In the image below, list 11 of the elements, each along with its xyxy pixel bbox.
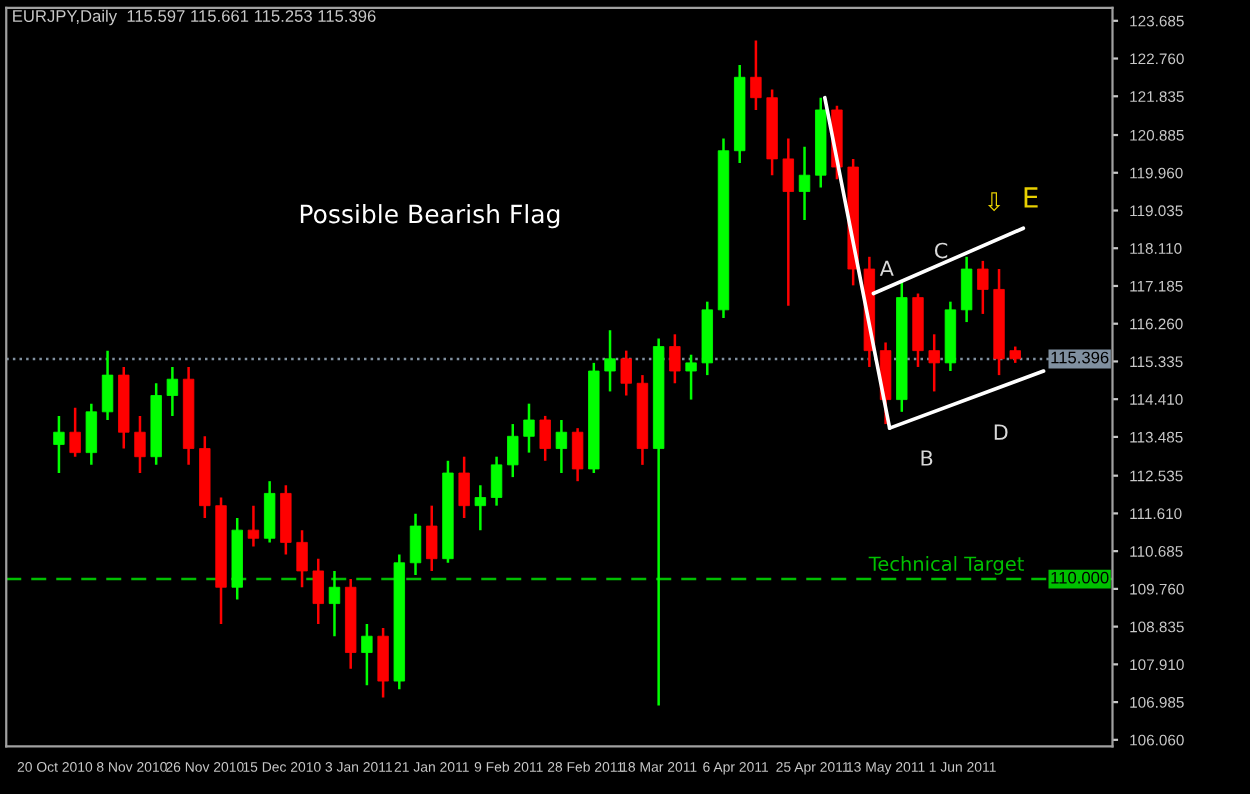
ref-line-label: 115.396 [1051, 351, 1109, 364]
annotation: B [921, 450, 933, 466]
annotation: E [1024, 187, 1038, 208]
annotation: ⇩ [987, 192, 1001, 212]
chart-title: EURJPY,Daily 115.597 115.661 115.253 115.396 [13, 9, 376, 26]
annotation: Technical Target [868, 556, 1024, 575]
ref-line-label: 110.000 [1051, 571, 1109, 584]
annotation: D [994, 424, 1008, 440]
annotation: C [934, 242, 948, 259]
annotation: A [879, 260, 894, 276]
annotation: Possible Bearish Flag [300, 204, 560, 229]
